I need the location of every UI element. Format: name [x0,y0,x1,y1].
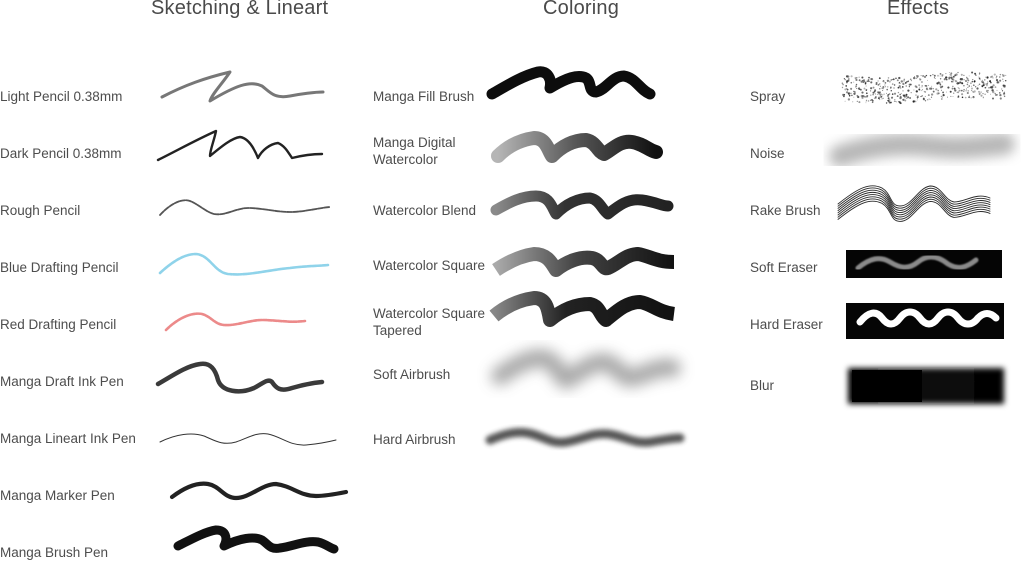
brush-label-dark-pencil[interactable]: Dark Pencil 0.38mm [0,146,122,161]
brush-label-rake-brush[interactable]: Rake Brush [750,203,821,218]
brush-label-rough-pencil[interactable]: Rough Pencil [0,203,81,218]
brush-label-soft-eraser[interactable]: Soft Eraser [750,260,818,275]
manga-lineart-ink-pen-stroke [159,433,337,446]
brush-label-noise[interactable]: Noise [750,146,785,161]
column-title-coloring: Coloring [543,0,620,19]
brush-label-red-drafting-pencil[interactable]: Red Drafting Pencil [0,317,117,332]
soft-airbrush-stroke [491,349,681,389]
brush-label-manga-brush-pen[interactable]: Manga Brush Pen [0,545,109,560]
manga-brush-pen-stroke [173,525,339,554]
brush-label-light-pencil[interactable]: Light Pencil 0.38mm [0,89,123,104]
brush-label-blur[interactable]: Blur [750,378,775,393]
brush-label-watercolor-square-tapered[interactable]: Watercolor Square Tapered [373,306,486,338]
blue-drafting-pencil-stroke [158,252,330,276]
manga-digital-watercolor-stroke [491,131,663,163]
manga-marker-pen-stroke [169,481,349,501]
dark-pencil-stroke [156,129,324,162]
light-pencil-stroke [160,70,325,103]
rake-brush-stroke [837,185,991,222]
brush-label-manga-marker-pen[interactable]: Manga Marker Pen [0,488,115,503]
hard-eraser-stroke [846,303,1004,339]
manga-fill-brush-stroke [486,66,656,100]
column-title-effects: Effects [887,0,950,19]
brush-label-hard-eraser[interactable]: Hard Eraser [750,317,823,332]
watercolor-square-tapered-stroke [489,291,676,327]
brush-label-manga-draft-ink-pen[interactable]: Manga Draft Ink Pen [0,374,124,389]
watercolor-square-stroke [492,247,675,277]
brush-label-manga-fill-brush[interactable]: Manga Fill Brush [373,89,475,104]
hard-airbrush-stroke [485,427,685,447]
brush-label-watercolor-blend[interactable]: Watercolor Blend [373,203,477,218]
blur-stroke [848,368,1004,404]
brush-label-watercolor-square[interactable]: Watercolor Square [373,258,486,273]
brush-label-manga-lineart-ink-pen[interactable]: Manga Lineart Ink Pen [0,431,136,446]
noise-stroke [829,133,1015,167]
soft-eraser-stroke [846,250,1002,278]
manga-draft-ink-pen-stroke [155,361,325,394]
spray-stroke [841,71,1007,105]
brush-label-soft-airbrush[interactable]: Soft Airbrush [373,367,451,382]
rough-pencil-stroke [159,199,331,216]
brush-label-hard-airbrush[interactable]: Hard Airbrush [373,432,456,447]
watercolor-blend-stroke [490,190,674,220]
red-drafting-pencil-stroke [164,312,307,332]
brush-label-blue-drafting-pencil[interactable]: Blue Drafting Pencil [0,260,119,275]
column-title-sketching: Sketching & Lineart [151,0,329,19]
brush-label-spray[interactable]: Spray [750,89,786,104]
brush-label-manga-digital-watercolor[interactable]: Manga Digital Watercolor [373,135,456,167]
